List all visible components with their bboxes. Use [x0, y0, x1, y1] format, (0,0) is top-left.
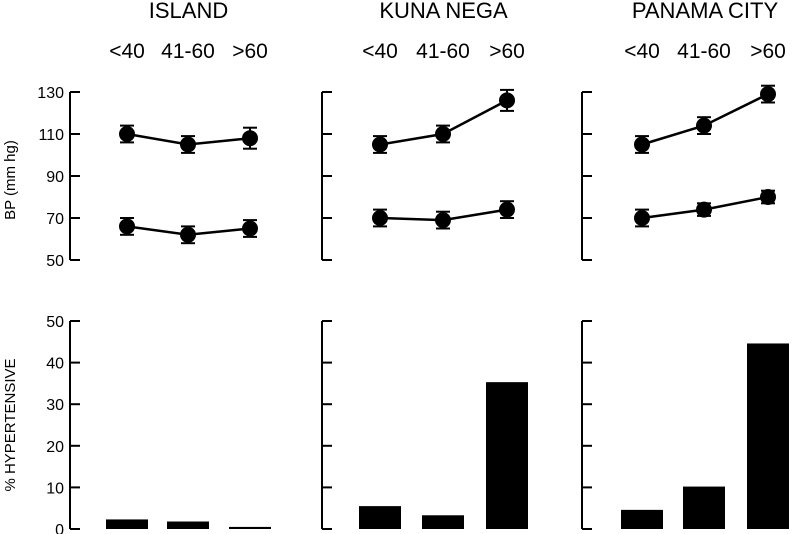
- hyp-bar: [747, 343, 789, 529]
- bp-point: [499, 201, 515, 218]
- bp-y-tick-label: 70: [46, 211, 64, 228]
- age-group-label: 41-60: [161, 40, 215, 63]
- bp-point: [242, 220, 258, 237]
- bp-point: [242, 130, 258, 147]
- hyp-y-tick-label: 0: [55, 522, 64, 534]
- bp-point: [634, 210, 650, 226]
- hyp-bar: [621, 509, 663, 529]
- hyp-bar: [683, 486, 725, 529]
- bp-y-tick-label: 130: [37, 85, 64, 102]
- bp-y-tick-label: 50: [46, 253, 64, 270]
- bp-point: [435, 212, 451, 229]
- bp-point: [372, 136, 388, 153]
- bp-point: [760, 86, 776, 103]
- bp-point: [435, 126, 451, 142]
- bp-point: [119, 218, 135, 235]
- age-group-label: >60: [750, 40, 786, 63]
- bp-y-axis-label: BP (mm hg): [2, 140, 19, 220]
- bp-point: [760, 189, 776, 205]
- hyp-y-tick-label: 40: [46, 356, 64, 373]
- hyp-bar: [486, 382, 528, 529]
- hyp-y-tick-label: 50: [46, 314, 64, 331]
- hyp-bar: [229, 526, 271, 529]
- age-group-label: 41-60: [677, 40, 731, 63]
- panel-title: KUNA NEGA: [379, 0, 508, 23]
- bp-point: [180, 136, 196, 153]
- age-group-label: <40: [109, 40, 145, 63]
- bp-point: [634, 136, 650, 153]
- bp-point: [499, 92, 515, 109]
- panel-title: ISLAND: [149, 0, 228, 23]
- panel-2: PANAMA CITY <40 41-60 >60: [581, 0, 789, 530]
- hyp-y-tick-label: 20: [46, 439, 64, 456]
- bp-point: [372, 210, 388, 226]
- hyp-bar: [167, 521, 209, 529]
- hyp-bar: [106, 519, 148, 529]
- age-group-label: >60: [232, 40, 268, 63]
- hyp-y-axis-label: % HYPERTENSIVE: [2, 358, 19, 491]
- age-group-label: <40: [362, 40, 398, 63]
- hyp-y-tick-label: 10: [46, 480, 64, 497]
- panel-title: PANAMA CITY: [632, 0, 779, 23]
- bp-y-tick-label: 110: [38, 127, 64, 144]
- bp-point: [180, 226, 196, 243]
- panel-0: ISLAND<40 41-60 >60 50 70 90 110 130 0 10 20 30 40 50: [37, 0, 271, 534]
- bp-y-tick-label: 90: [46, 169, 64, 186]
- hyp-y-tick-label: 30: [46, 397, 64, 414]
- bp-point: [119, 126, 135, 142]
- panel-1: KUNA NEGA <40 41-60 >60: [321, 0, 528, 530]
- bp-point: [696, 201, 712, 218]
- hyp-bar: [359, 506, 401, 529]
- hyp-bar: [422, 515, 464, 529]
- bp-point: [696, 117, 712, 134]
- age-group-label: <40: [624, 40, 660, 63]
- age-group-label: 41-60: [416, 40, 470, 63]
- age-group-label: >60: [489, 40, 525, 63]
